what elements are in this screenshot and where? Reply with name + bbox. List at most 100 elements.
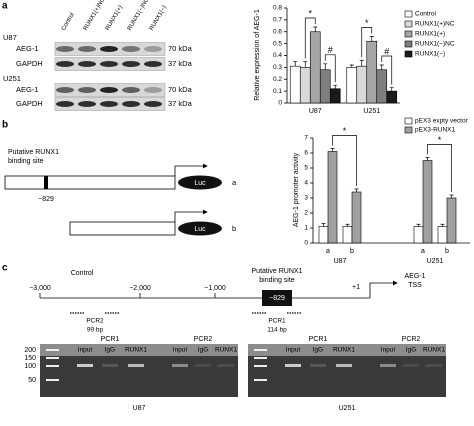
bar: [366, 40, 378, 104]
gel-lane-label: IgG: [406, 347, 416, 354]
blot-band: [100, 87, 118, 93]
blot-band: [144, 46, 162, 52]
legend-label: RUNX1(−)NC: [415, 41, 455, 48]
error-bar: [440, 223, 445, 227]
bar: [346, 67, 358, 104]
legend-swatch: [404, 30, 413, 38]
gel-lane-label: Input: [286, 347, 301, 354]
blot-band: [100, 46, 118, 52]
significance-bracket: [381, 55, 393, 85]
ladder-label: 50: [28, 377, 36, 384]
legend-swatch: [404, 10, 413, 18]
gel-band: [77, 364, 93, 367]
x-tick-label: a: [421, 248, 425, 255]
site-label: Putative RUNX1: [8, 149, 59, 156]
blot-band: [144, 87, 162, 93]
significance-bracket: [324, 54, 336, 83]
y-tick-label: 0: [278, 100, 282, 107]
x-tick-label: b: [445, 248, 449, 255]
size-label: 70 kDa: [168, 44, 193, 53]
pcr-label: PCR1: [101, 336, 120, 343]
luc-label: Luc: [194, 180, 206, 187]
y-tick-label: 0.6: [273, 28, 282, 35]
significance-mark: #: [328, 45, 333, 55]
cell-line-label: U87: [3, 33, 17, 42]
y-tick-label: 0.7: [273, 17, 282, 24]
gel-band: [403, 364, 419, 367]
gel-caption: U251: [339, 405, 356, 412]
bar: [327, 151, 338, 244]
bar: [356, 65, 368, 104]
bar: [376, 69, 388, 104]
error-bar: [369, 36, 374, 42]
site-label: binding site: [259, 277, 295, 284]
error-bar: [303, 61, 308, 68]
lane-label: RUNX1(−): [149, 5, 168, 32]
amplicon-name: PCR2: [86, 318, 104, 325]
gel-lane-label: IgG: [198, 347, 208, 354]
blot-band: [56, 46, 74, 52]
y-tick-label: 0.4: [273, 52, 282, 59]
y-tick-label: 5: [304, 165, 308, 172]
group-label: U251: [427, 258, 444, 265]
gel-band: [102, 364, 118, 367]
error-bar: [330, 148, 335, 152]
ladder-band: [46, 365, 59, 367]
significance-mark: *: [365, 18, 369, 28]
construct-name: a: [232, 178, 237, 187]
cell-line-label: U251: [3, 74, 21, 83]
error-bar: [313, 26, 318, 32]
promoter-arrow: [174, 209, 208, 222]
gel-lane-label: Input: [173, 347, 188, 354]
promoter-box: [69, 221, 176, 236]
gel-top: [40, 344, 238, 356]
legend-label: RUNX1(+)NC: [415, 21, 455, 28]
legend-label: pEX3 expty vector: [415, 118, 469, 125]
ladder-label: 200: [24, 347, 36, 354]
y-tick-label: 2: [304, 210, 308, 217]
map-tick-label: −1,000: [204, 285, 226, 292]
bar: [386, 90, 398, 104]
x-tick-label: a: [326, 248, 330, 255]
error-bar: [449, 194, 454, 198]
tss-label: AEG-1: [404, 273, 425, 280]
significance-mark: *: [343, 126, 347, 136]
legend-swatch: [404, 126, 413, 134]
amplicon-size: 99 bp: [87, 327, 104, 334]
bar: [342, 226, 353, 244]
size-label: 37 kDa: [168, 99, 193, 108]
y-tick-label: 0.1: [273, 88, 282, 95]
error-bar: [354, 188, 359, 192]
pcr-label: PCR2: [194, 336, 213, 343]
legend-swatch: [404, 117, 413, 125]
gel-band: [218, 364, 234, 367]
ladder-band: [46, 357, 59, 359]
legend-label: Control: [415, 11, 437, 18]
gel-lane-label: RUNX1: [215, 347, 237, 354]
blot-band: [122, 46, 140, 52]
blot-band: [122, 61, 140, 67]
y-tick-label: 6: [304, 150, 308, 157]
ladder-band: [254, 379, 267, 381]
protein-label: GAPDH: [16, 99, 43, 108]
blot-band: [144, 61, 162, 67]
error-bar: [389, 87, 394, 92]
control-label: Control: [71, 270, 94, 277]
luc-gene: [178, 175, 222, 190]
size-label: 70 kDa: [168, 85, 193, 94]
bar: [446, 197, 457, 244]
y-tick-label: 7: [304, 135, 308, 142]
error-bar: [416, 223, 421, 227]
binding-site: [262, 290, 292, 306]
significance-bracket: [361, 27, 373, 58]
map-tick-label: −2,000: [129, 285, 151, 292]
error-bar: [425, 157, 430, 161]
protein-label: AEG-1: [16, 44, 39, 53]
gel-band: [380, 364, 396, 367]
gel-caption: U87: [133, 405, 146, 412]
ladder-band: [254, 349, 267, 351]
lane-label: RUNX1(−)NC: [127, 0, 151, 32]
bar: [422, 160, 433, 244]
y-axis-label: AEG-1 promoter activity: [293, 152, 300, 227]
